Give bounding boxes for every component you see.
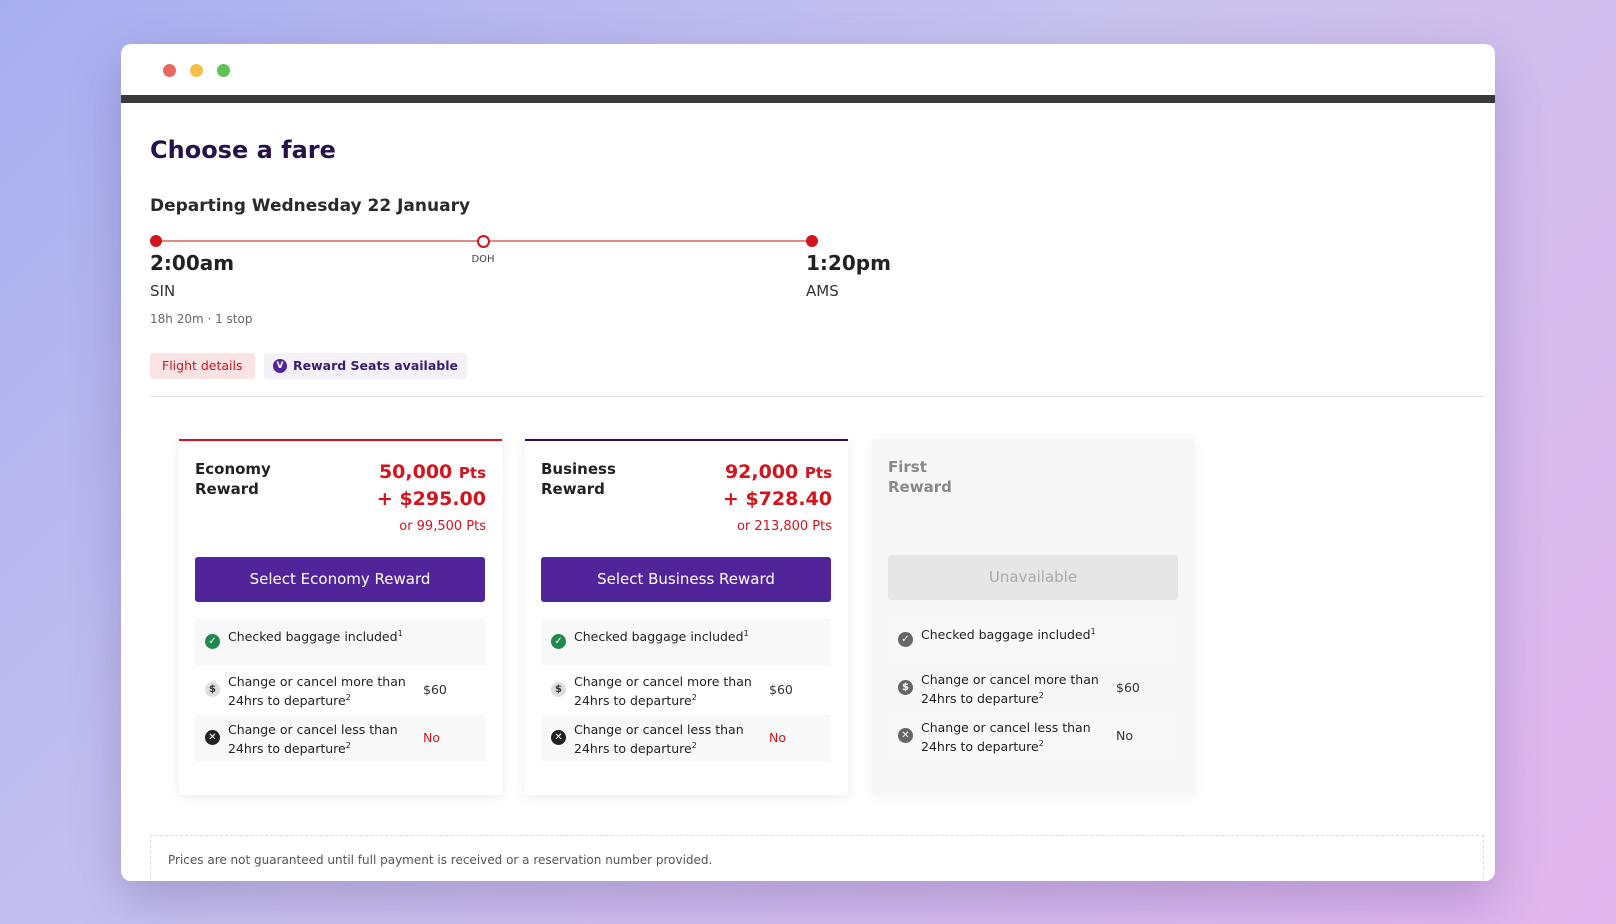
fare-name: Economy Reward — [195, 460, 271, 498]
feature-label: Checked baggage included — [921, 627, 1091, 643]
feature-row: ✕ Change or cancel less than 24hrs to dep… — [195, 715, 485, 761]
fare-card: Business Reward 92,000 Pts + $728.40 or 213… — [525, 439, 848, 795]
feature-icon: $ — [898, 680, 913, 695]
departure-code: SIN — [150, 282, 176, 300]
points-line: 50,000 Pts — [377, 459, 486, 486]
feature-note: 1 — [743, 629, 749, 638]
reward-icon: V — [273, 359, 287, 373]
points-line: 92,000 Pts — [723, 459, 832, 486]
browser-window: Choose a fare Departing Wednesday 22 Jan… — [121, 44, 1495, 881]
points-unit: Pts — [458, 464, 486, 482]
points: 50,000 — [378, 461, 453, 483]
feature-note: 2 — [691, 693, 697, 702]
fare-name: First Reward — [888, 458, 952, 496]
points-unit: Pts — [804, 464, 832, 482]
window-minimize — [190, 64, 203, 77]
feature-text: Checked baggage included1 — [574, 626, 759, 645]
select-button[interactable]: Select Economy Reward — [195, 557, 485, 602]
feature-label: Change or cancel more than 24hrs to depa… — [574, 674, 752, 709]
feature-value: $60 — [769, 682, 793, 697]
feature-row: ✓ Checked baggage included1 — [888, 617, 1178, 663]
feature-text: Checked baggage included1 — [921, 624, 1106, 643]
page-title: Choose a fare — [150, 136, 336, 164]
fare-card: Economy Reward 50,000 Pts + $295.00 or 99,5… — [179, 439, 502, 795]
arrival-time: 1:20pm — [806, 251, 891, 275]
trip-summary: 18h 20m · 1 stop — [150, 312, 253, 326]
fare-price: 50,000 Pts + $295.00 or 99,500 Pts — [377, 459, 486, 540]
arrival-code: AMS — [806, 282, 839, 300]
footer-note: Prices are not guaranteed until full pay… — [168, 853, 713, 867]
feature-icon: ✓ — [551, 634, 566, 649]
reward-seats-text: Reward Seats available — [293, 358, 458, 373]
feature-text: Change or cancel more than 24hrs to depa… — [228, 674, 413, 709]
flight-details-tag[interactable]: Flight details — [150, 353, 255, 379]
cash: + $728.40 — [722, 488, 832, 510]
departure-date: Departing Wednesday 22 January — [150, 196, 471, 216]
feature-label: Checked baggage included — [574, 629, 744, 645]
feature-row: ✕ Change or cancel less than 24hrs to dep… — [541, 715, 831, 761]
alternative-points: or 99,500 Pts — [399, 519, 486, 534]
feature-text: Change or cancel more than 24hrs to depa… — [574, 674, 759, 709]
feature-label: Change or cancel less than 24hrs to depa… — [574, 722, 744, 757]
feature-row: $ Change or cancel more than 24hrs to dep… — [541, 667, 831, 713]
fare-price: 92,000 Pts + $728.40 or 213,800 Pts — [723, 459, 832, 540]
feature-value: $60 — [423, 682, 447, 697]
feature-note: 2 — [1038, 739, 1044, 748]
alternative-points: or 213,800 Pts — [736, 519, 832, 534]
window-maximize — [217, 64, 230, 77]
footer-box: Prices are not guaranteed until full pay… — [150, 835, 1484, 881]
stop-code: DOH — [471, 254, 495, 265]
departure-time: 2:00am — [150, 251, 235, 275]
feature-value: No — [423, 730, 440, 745]
fare-name: Business Reward — [541, 460, 616, 498]
feature-text: Change or cancel less than 24hrs to depa… — [921, 720, 1106, 755]
destination-dot — [806, 235, 818, 247]
feature-icon: ✓ — [205, 634, 220, 649]
feature-label: Change or cancel less than 24hrs to depa… — [921, 720, 1091, 755]
feature-row: $ Change or cancel more than 24hrs to dep… — [888, 665, 1178, 711]
feature-icon: ✓ — [898, 632, 913, 647]
feature-note: 1 — [397, 629, 403, 638]
feature-label: Change or cancel more than 24hrs to depa… — [921, 672, 1099, 707]
points: 92,000 — [724, 461, 799, 483]
feature-icon: ✕ — [205, 730, 220, 745]
feature-note: 2 — [345, 693, 351, 702]
feature-label: Change or cancel less than 24hrs to depa… — [228, 722, 398, 757]
feature-row: $ Change or cancel more than 24hrs to dep… — [195, 667, 485, 713]
select-button: Unavailable — [888, 555, 1178, 600]
divider — [150, 396, 1484, 397]
feature-note: 1 — [1090, 627, 1096, 636]
feature-note: 2 — [1038, 691, 1044, 700]
reward-seats-tag: V Reward Seats available — [264, 353, 467, 379]
feature-value: $60 — [1116, 680, 1140, 695]
stop-dot — [477, 235, 490, 248]
fare-card: First Reward Unavailable ✓ Checked baggage … — [872, 439, 1195, 795]
feature-note: 2 — [345, 741, 351, 750]
cash: + $295.00 — [376, 488, 486, 510]
feature-value: No — [769, 730, 786, 745]
feature-row: ✕ Change or cancel less than 24hrs to dep… — [888, 713, 1178, 759]
feature-icon: ✕ — [898, 728, 913, 743]
feature-label: Change or cancel more than 24hrs to depa… — [228, 674, 406, 709]
feature-icon: $ — [551, 682, 566, 697]
select-button[interactable]: Select Business Reward — [541, 557, 831, 602]
top-bar — [121, 95, 1495, 103]
feature-text: Change or cancel less than 24hrs to depa… — [228, 722, 413, 757]
feature-row: ✓ Checked baggage included1 — [195, 619, 485, 665]
feature-text: Checked baggage included1 — [228, 626, 413, 645]
feature-text: Change or cancel less than 24hrs to depa… — [574, 722, 759, 757]
feature-icon: $ — [205, 682, 220, 697]
feature-row: ✓ Checked baggage included1 — [541, 619, 831, 665]
window-close — [163, 64, 176, 77]
feature-label: Checked baggage included — [228, 629, 398, 645]
feature-value: No — [1116, 728, 1133, 743]
feature-note: 2 — [691, 741, 697, 750]
feature-icon: ✕ — [551, 730, 566, 745]
feature-text: Change or cancel more than 24hrs to depa… — [921, 672, 1106, 707]
origin-dot — [150, 235, 162, 247]
